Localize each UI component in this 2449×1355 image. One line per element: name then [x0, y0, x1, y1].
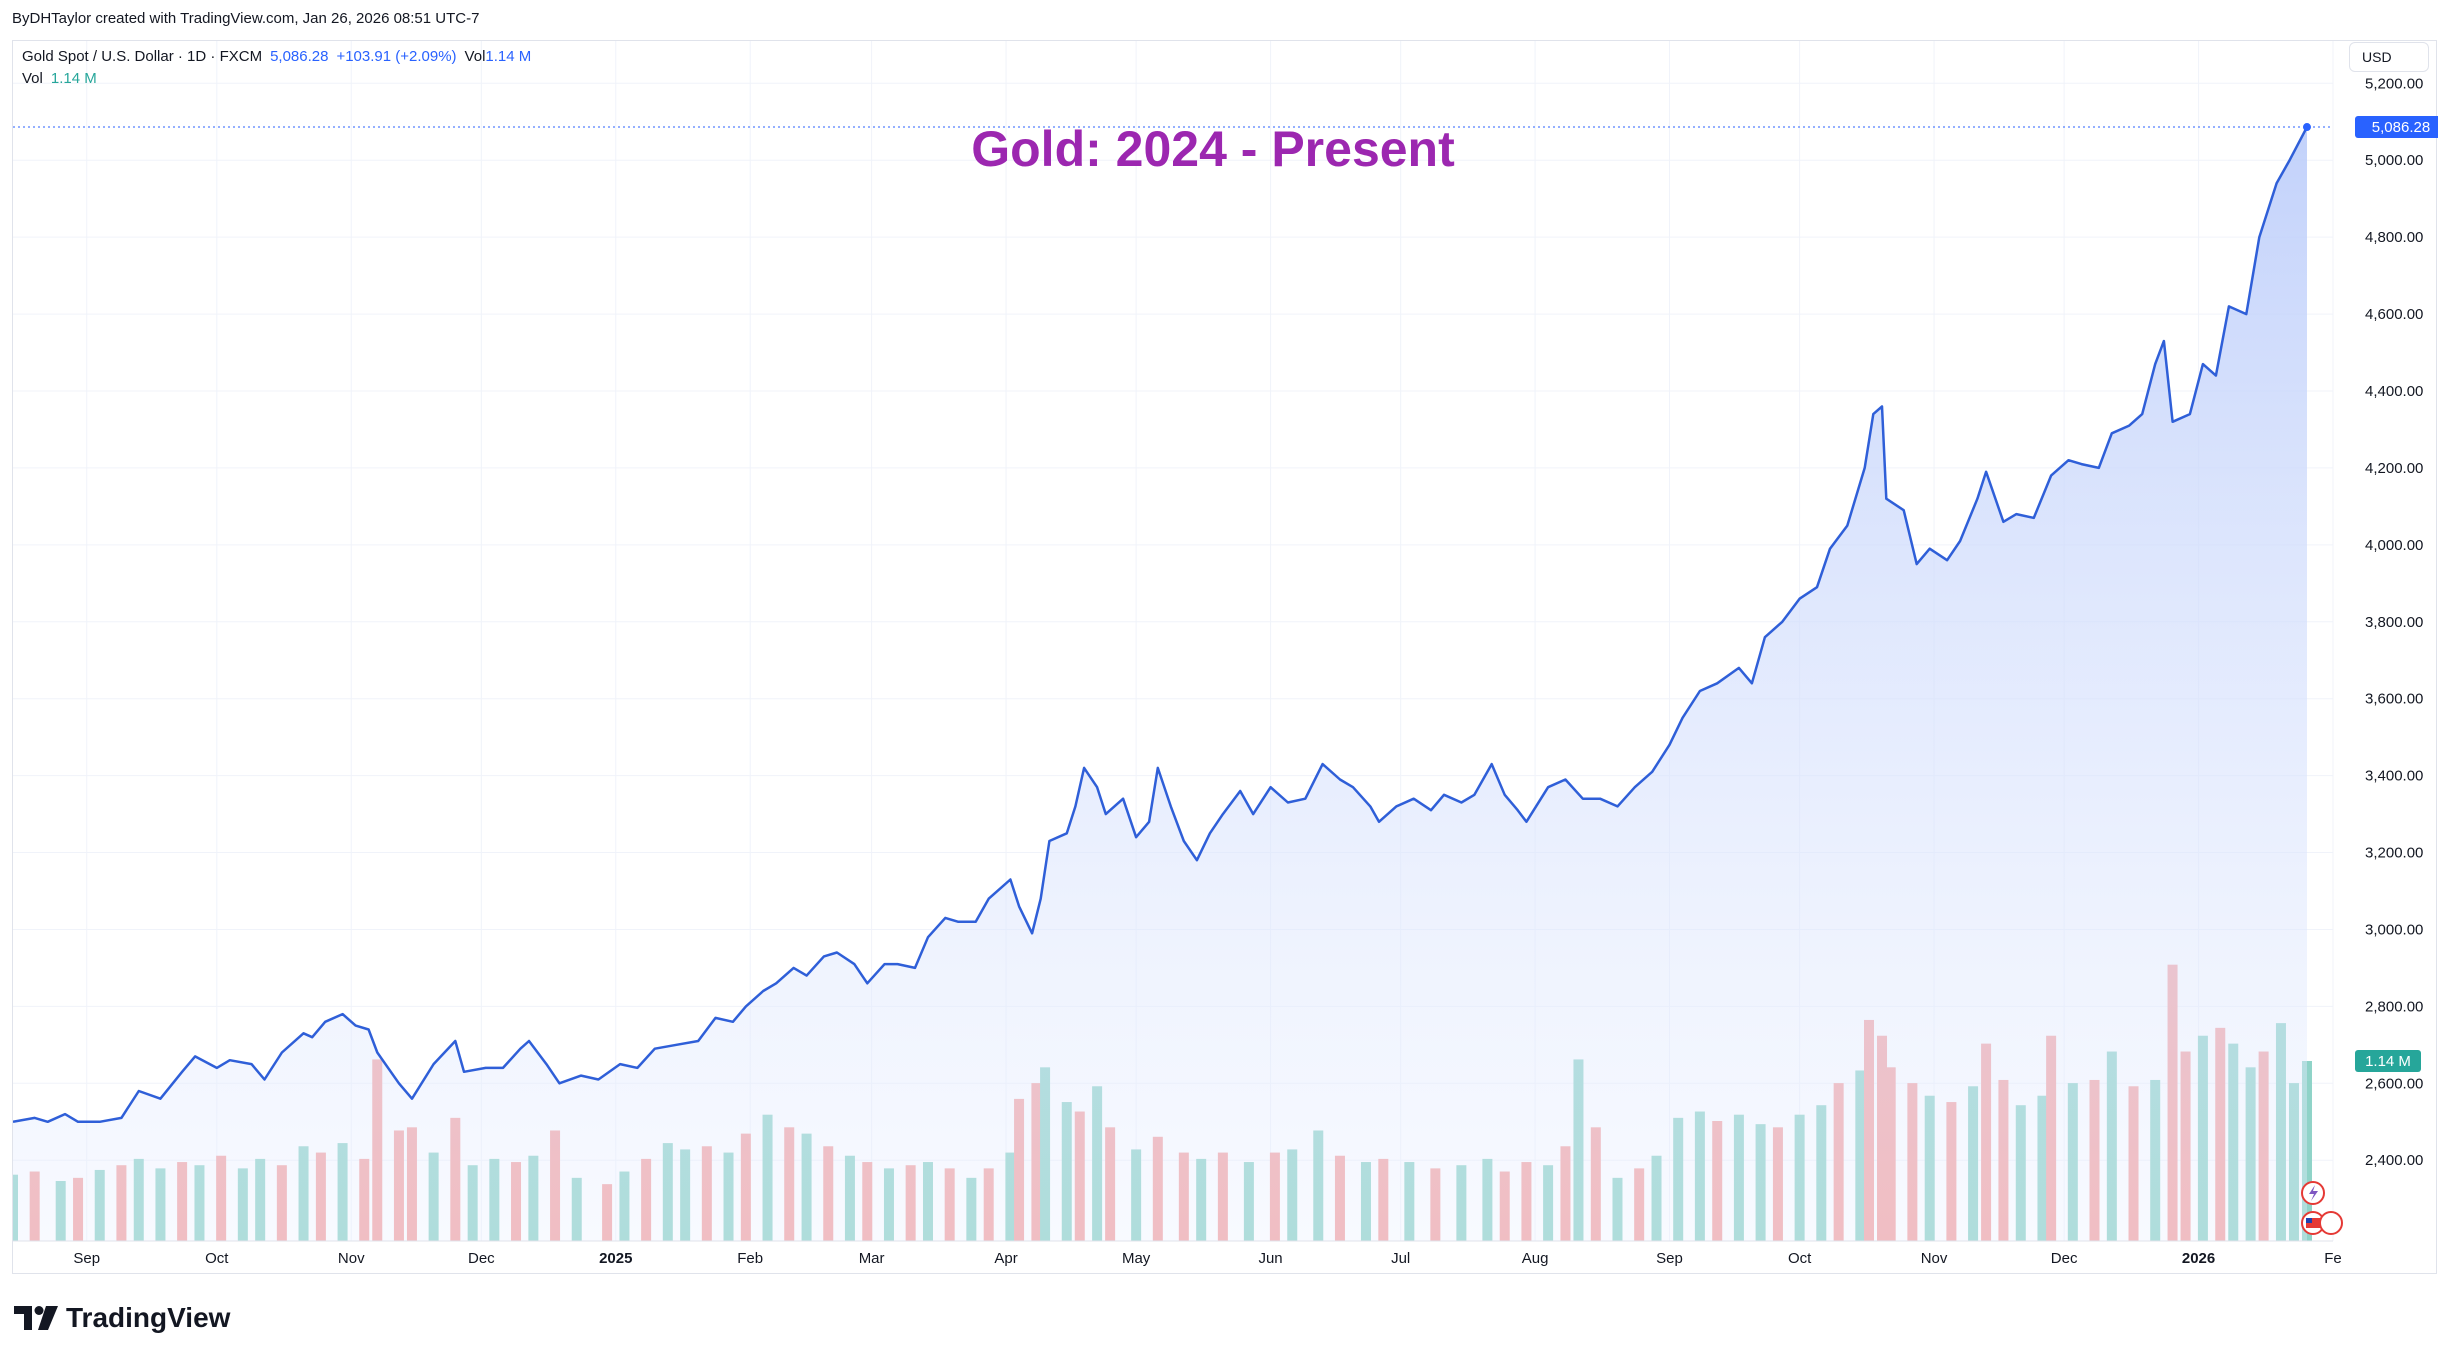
currency-button[interactable]: USD: [2349, 42, 2429, 72]
y-tick-label: 4,600.00: [2365, 306, 2423, 323]
tradingview-wordmark: TradingView: [66, 1302, 231, 1333]
x-tick-label: Oct: [1788, 1250, 1812, 1267]
chart-title: Gold: 2024 - Present: [971, 121, 1455, 177]
symbol-label[interactable]: Gold Spot / U.S. Dollar · 1D · FXCM: [22, 48, 263, 65]
x-tick-label: Jul: [1391, 1250, 1410, 1267]
x-tick-label: Dec: [2051, 1250, 2078, 1267]
chart-overlays: 5,086.28 1.14 M Gold: 2024 - Present: [13, 116, 2438, 1235]
tradingview-logo-icon: [14, 1306, 58, 1330]
y-tick-label: 5,200.00: [2365, 75, 2423, 92]
flash-event-icon-glyph: [2309, 1185, 2318, 1201]
time-axis: Sep Oct Nov Dec 2025 Feb Mar Apr May Jun Jul Aug Sep…: [13, 1240, 2342, 1267]
price-line: [13, 126, 2309, 1124]
last-price-dot: [2302, 123, 2311, 132]
footer-branding[interactable]: TradingView: [14, 1302, 230, 1334]
x-tick-label: Feb: [737, 1250, 763, 1267]
y-tick-label: 5,000.00: [2365, 152, 2423, 169]
x-tick-label: Oct: [205, 1250, 229, 1267]
us-flag-canton: [2306, 1218, 2312, 1223]
price-area-fill: [13, 127, 2307, 1241]
last-volume-tag: [2355, 1050, 2421, 1072]
y-tick-label: 3,200.00: [2365, 845, 2423, 862]
y-tick-label: 3,000.00: [2365, 921, 2423, 938]
currency-label: USD: [2362, 49, 2392, 65]
y-tick-label: 3,800.00: [2365, 614, 2423, 631]
y-tick-label: 2,400.00: [2365, 1152, 2423, 1169]
volume-indicator-label[interactable]: Vol: [22, 70, 43, 87]
y-tick-label: 4,800.00: [2365, 229, 2423, 246]
y-tick-label: 4,200.00: [2365, 460, 2423, 477]
chart-attribution: ByDHTaylor created with TradingView.com,…: [12, 10, 480, 27]
y-tick-label: 3,400.00: [2365, 768, 2423, 785]
price-area: [13, 127, 2307, 1241]
last-price-value: 5,086.28: [270, 48, 329, 65]
x-tick-label: Jun: [1258, 1250, 1282, 1267]
price-chart[interactable]: 2,400.00 2,600.00 2,800.00 3,000.00 3,200.00…: [13, 41, 2438, 1275]
us-flag-icon-glyph: [2306, 1218, 2320, 1228]
y-tick-label: 3,600.00: [2365, 691, 2423, 708]
x-tick-label: Dec: [468, 1250, 495, 1267]
x-tick-label: Nov: [338, 1250, 365, 1267]
volume-legend: Vol1.14 M: [465, 46, 532, 68]
x-tick-label: May: [1122, 1250, 1151, 1267]
x-tick-label: Sep: [1656, 1250, 1683, 1267]
price-change-value: +103.91 (+2.09%): [336, 48, 457, 65]
chart-legend: Gold Spot / U.S. Dollar · 1D · FXCM 5,08…: [22, 46, 531, 90]
x-tick-label: 2026: [2182, 1250, 2215, 1267]
x-tick-label: Aug: [1522, 1250, 1549, 1267]
volume-legend-value: 1.14 M: [485, 48, 532, 65]
x-tick-label: 2025: [599, 1250, 632, 1267]
y-tick-label: 2,800.00: [2365, 998, 2423, 1015]
last-volume-tag-label: 1.14 M: [2365, 1053, 2411, 1070]
x-tick-label: Mar: [859, 1250, 885, 1267]
y-tick-label: 4,000.00: [2365, 537, 2423, 554]
x-tick-label: Sep: [73, 1250, 100, 1267]
last-price-tag-label: 5,086.28: [2372, 119, 2430, 136]
economic-event-icon[interactable]: [2319, 1211, 2343, 1235]
volume-indicator-value: 1.14 M: [50, 70, 97, 87]
last-price-tag: [2355, 116, 2438, 139]
x-tick-label: Nov: [1921, 1250, 1948, 1267]
y-tick-label: 2,600.00: [2365, 1075, 2423, 1092]
y-tick-label: 4,400.00: [2365, 383, 2423, 400]
price-axis: 2,400.00 2,600.00 2,800.00 3,000.00 3,200.00…: [2365, 75, 2423, 1169]
chart-frame[interactable]: 2,400.00 2,600.00 2,800.00 3,000.00 3,200.00…: [12, 40, 2438, 1275]
price-series-line[interactable]: [13, 126, 2309, 1124]
volume-label: Vol: [464, 48, 486, 65]
x-tick-label: Apr: [994, 1250, 1017, 1267]
x-tick-label: Fe: [2324, 1250, 2342, 1267]
